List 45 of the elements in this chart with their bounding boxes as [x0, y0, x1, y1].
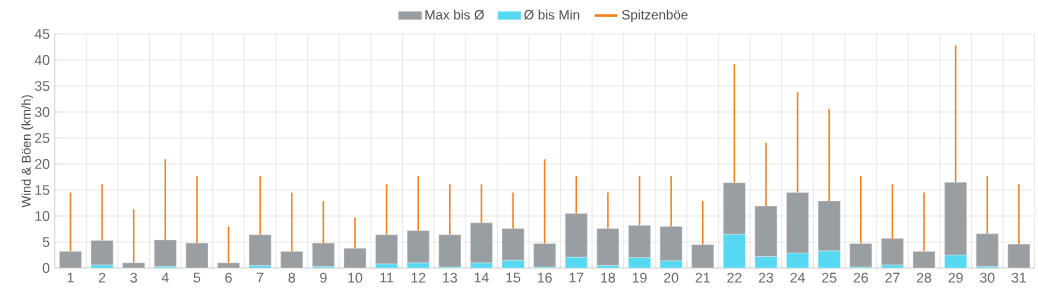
- y-tick-label: 25: [35, 133, 50, 143]
- x-tick-label: 15: [506, 272, 521, 283]
- x-tick-label: 4: [161, 272, 169, 283]
- x-tick-label: 26: [853, 272, 868, 283]
- x-tick-label: 28: [916, 272, 932, 283]
- y-tick-label: 5: [42, 237, 50, 247]
- x-tick-label: 29: [948, 272, 963, 283]
- y-axis-title: Wind & Böen (km/h): [21, 95, 34, 208]
- legend-label: Spitzenböe: [622, 9, 688, 23]
- x-tick-label: 25: [822, 272, 837, 283]
- x-tick-label: 24: [790, 272, 805, 283]
- legend-label: Max bis Ø: [425, 9, 484, 20]
- x-tick-label: 10: [348, 272, 363, 283]
- y-tick-label: 45: [34, 29, 50, 39]
- x-tick-label: 5: [193, 272, 201, 283]
- x-tick-label: 23: [758, 272, 774, 283]
- y-tick-label: 20: [35, 159, 50, 169]
- x-tick-label: 30: [979, 272, 995, 283]
- x-tick-label: 1: [67, 272, 74, 283]
- x-tick-label: 17: [569, 272, 584, 283]
- x-tick-label: 3: [130, 272, 137, 283]
- x-tick-label: 11: [380, 272, 394, 283]
- y-tick-label: 10: [35, 211, 50, 221]
- y-tick-label: 35: [34, 81, 50, 91]
- x-tick-label: 7: [256, 272, 264, 283]
- x-tick-label: 21: [695, 272, 710, 283]
- x-tick-label: 6: [225, 272, 232, 283]
- x-tick-label: 31: [1011, 272, 1026, 283]
- x-tick-label: 14: [474, 272, 489, 283]
- x-tick-label: 12: [411, 272, 426, 283]
- x-tick-label: 8: [288, 272, 296, 283]
- y-tick-label: 15: [35, 185, 50, 195]
- y-tick-label: 30: [34, 107, 50, 117]
- y-tick-label: 0: [42, 263, 50, 273]
- x-tick-label: 20: [664, 272, 679, 283]
- legend-label: Ø bis Min: [524, 9, 580, 20]
- x-tick-label: 16: [537, 272, 552, 283]
- x-tick-label: 2: [98, 272, 106, 283]
- x-tick-label: 19: [632, 272, 647, 283]
- x-tick-label: 27: [885, 272, 900, 283]
- x-tick-label: 13: [443, 272, 457, 283]
- x-tick-label: 18: [601, 272, 616, 283]
- y-tick-label: 40: [34, 55, 50, 65]
- x-tick-label: 22: [727, 272, 742, 283]
- x-tick-label: 9: [320, 272, 327, 283]
